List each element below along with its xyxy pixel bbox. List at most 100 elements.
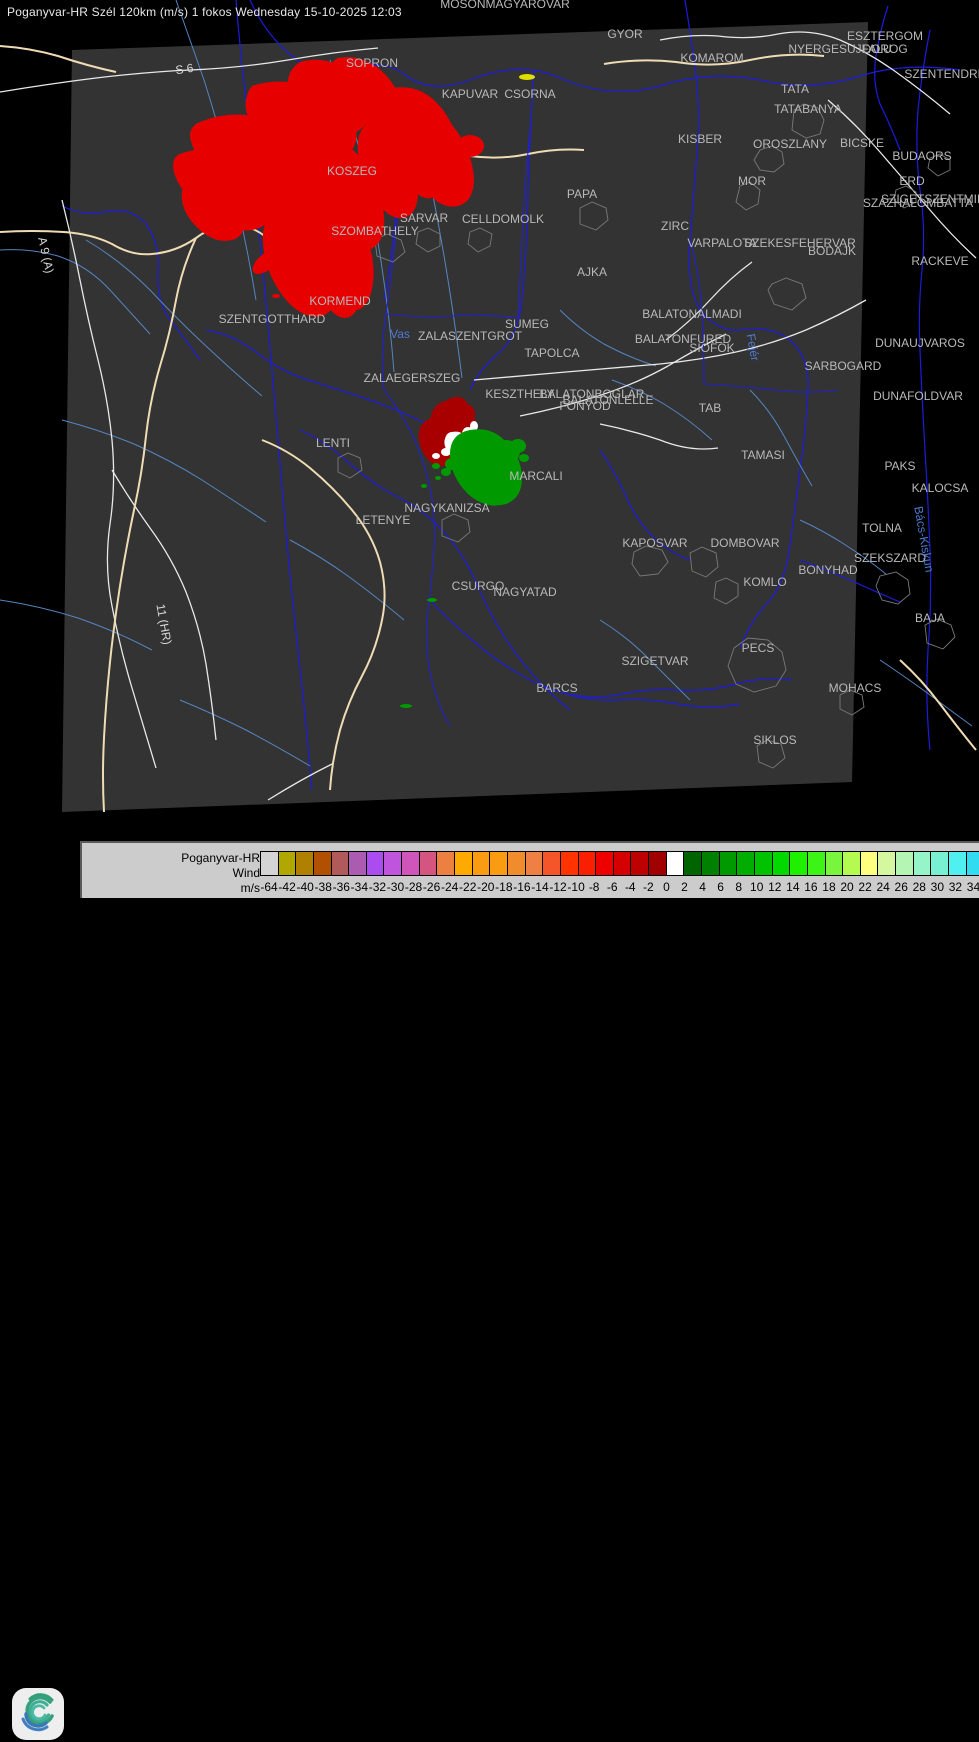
- legend-swatch[interactable]: [313, 852, 332, 875]
- city-label: CELLDOMOLK: [462, 212, 544, 226]
- legend-tick: 30: [930, 880, 945, 894]
- legend-tick: -12: [549, 880, 567, 894]
- legend-tick: -38: [314, 880, 332, 894]
- legend-swatch[interactable]: [860, 852, 879, 875]
- legend-swatch[interactable]: [455, 852, 473, 875]
- city-label: PECS: [742, 641, 775, 655]
- legend-swatch[interactable]: [702, 852, 720, 875]
- legend-line-product: Wind: [232, 866, 260, 880]
- legend-bar: Poganyvar-HR Wind m/s -64 -42 -40 -38 -36 -34…: [0, 838, 979, 1740]
- city-label: TAMASI: [741, 448, 785, 462]
- legend-swatch[interactable]: [878, 852, 897, 875]
- legend-swatch[interactable]: [596, 852, 614, 875]
- legend-swatch[interactable]: [649, 852, 667, 875]
- city-label: BALATONLELLE: [563, 393, 654, 407]
- city-label: NAGYATAD: [493, 585, 557, 599]
- legend-swatch[interactable]: [719, 852, 738, 875]
- legend-swatch[interactable]: [296, 852, 314, 875]
- legend-swatch[interactable]: [843, 852, 861, 875]
- legend-swatch[interactable]: [384, 852, 403, 875]
- city-label: SZOMBATHELY: [331, 224, 419, 238]
- city-label: OROSZLANY: [753, 137, 827, 151]
- city-label: KESZTHELY: [485, 387, 554, 401]
- legend-swatch[interactable]: [507, 852, 526, 875]
- road-network: [0, 31, 977, 801]
- legend-swatch[interactable]: [684, 852, 703, 875]
- radar-title-text: Poganyvar-HR Szél 120km (m/s) 1 fokos We…: [7, 5, 402, 19]
- legend-tick: -34: [350, 880, 369, 894]
- legend-tick: 2: [681, 880, 688, 894]
- city-label: KAPOSVAR: [622, 536, 687, 550]
- legend-tick: 32: [948, 880, 963, 894]
- legend-swatch[interactable]: [754, 852, 773, 875]
- legend-line-site: Poganyvar-HR: [181, 851, 260, 865]
- city-label: SZIGETVAR: [621, 654, 688, 668]
- road-label: S 6: [175, 61, 195, 77]
- legend-swatch[interactable]: [807, 852, 826, 875]
- legend-swatch[interactable]: [525, 852, 544, 875]
- city-label: ZALASZENTGROT: [418, 329, 523, 343]
- legend-tick: 22: [858, 880, 872, 894]
- legend-panel: Poganyvar-HR Wind m/s -64 -42 -40 -38 -36 -34…: [80, 841, 979, 898]
- cyclone-spiral-logo: [12, 1688, 64, 1740]
- city-label: TAB: [699, 401, 721, 415]
- radar-map-canvas[interactable]: SOPRON MOSONMAGYAROVAR GYOR KAPUVAR CSORNA KO…: [0, 0, 979, 838]
- legend-swatch[interactable]: [349, 852, 367, 875]
- legend-swatch[interactable]: [472, 852, 491, 875]
- legend-swatch[interactable]: [278, 852, 297, 875]
- city-label: SOPRON: [346, 56, 398, 70]
- legend-swatch[interactable]: [896, 852, 914, 875]
- city-label: BARCS: [536, 681, 577, 695]
- legend-tick: -64: [260, 880, 278, 894]
- city-label: KOSZEG: [327, 164, 377, 178]
- river-label: Vas: [390, 327, 410, 341]
- legend-swatch[interactable]: [331, 852, 350, 875]
- echo-center-green-scatter: [400, 476, 441, 708]
- legend-tick: -40: [296, 880, 314, 894]
- legend-swatch[interactable]: [543, 852, 561, 875]
- legend-swatch[interactable]: [948, 852, 967, 875]
- legend-swatch[interactable]: [437, 852, 456, 875]
- legend-swatch[interactable]: [560, 852, 579, 875]
- city-label: SIOFOK: [689, 341, 734, 355]
- legend-swatch[interactable]: [913, 852, 932, 875]
- legend-tick: -28: [404, 880, 423, 894]
- legend-tick: 14: [786, 880, 800, 894]
- city-label: MOHACS: [829, 681, 882, 695]
- echo-region-northwest-red: [173, 57, 484, 318]
- legend-swatch[interactable]: [613, 852, 632, 875]
- city-label: DUNAUJVAROS: [875, 336, 965, 350]
- legend-swatch[interactable]: [402, 852, 420, 875]
- city-label: SZIGETSZENTMIKLOS: [881, 192, 979, 206]
- legend-tick: -24: [440, 880, 459, 894]
- legend-swatch[interactable]: [772, 852, 791, 875]
- legend-swatch[interactable]: [931, 852, 949, 875]
- legend-tick: -36: [332, 880, 350, 894]
- city-label: KOMLO: [743, 575, 786, 589]
- legend-swatch[interactable]: [419, 852, 438, 875]
- legend-swatch[interactable]: [666, 852, 685, 875]
- legend-swatch[interactable]: [261, 852, 279, 875]
- legend-swatch[interactable]: [366, 852, 385, 875]
- legend-swatch[interactable]: [631, 852, 650, 875]
- city-label: SARVAR: [400, 211, 449, 225]
- city-label: CSORNA: [504, 87, 555, 101]
- legend-tick: -18: [495, 880, 513, 894]
- legend-swatch[interactable]: [790, 852, 808, 875]
- city-label: ZIRC: [661, 219, 689, 233]
- legend-swatch[interactable]: [737, 852, 755, 875]
- city-label: SUMEG: [505, 317, 549, 331]
- city-label: BUDAORS: [892, 149, 951, 163]
- legend-swatch[interactable]: [966, 852, 979, 875]
- city-label: NYERGESUJFALU: [788, 42, 891, 56]
- city-label: AJKA: [577, 265, 607, 279]
- city-label: TAPOLCA: [524, 346, 579, 360]
- city-label: KISBER: [678, 132, 722, 146]
- legend-swatch[interactable]: [825, 852, 844, 875]
- legend-swatch[interactable]: [578, 852, 597, 875]
- legend-swatch[interactable]: [490, 852, 508, 875]
- city-label: CSURGO: [452, 579, 505, 593]
- legend-tick: 12: [768, 880, 782, 894]
- legend-tick: -4: [624, 880, 636, 894]
- legend-color-swatches[interactable]: [260, 851, 979, 876]
